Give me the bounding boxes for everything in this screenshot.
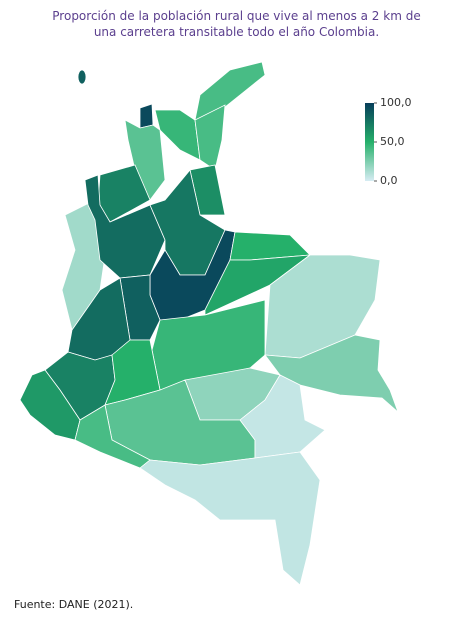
region (124, 119, 166, 201)
colorbar (365, 103, 374, 181)
source: Fuente: DANE (2021). (14, 598, 134, 611)
region (139, 451, 321, 586)
region (74, 404, 151, 469)
map: 0,0 50,0 100,0 (19, 61, 412, 586)
colorbar-label: 0,0 (380, 174, 398, 187)
regions (19, 61, 399, 586)
map-title: Proporción de la población rural que viv… (52, 9, 421, 39)
region (77, 69, 87, 85)
region (84, 174, 166, 279)
colorbar-label: 100,0 (380, 96, 412, 109)
colorbar-label: 50,0 (380, 135, 405, 148)
region (139, 103, 154, 129)
region (239, 374, 326, 459)
region (194, 104, 226, 171)
region (194, 61, 266, 121)
